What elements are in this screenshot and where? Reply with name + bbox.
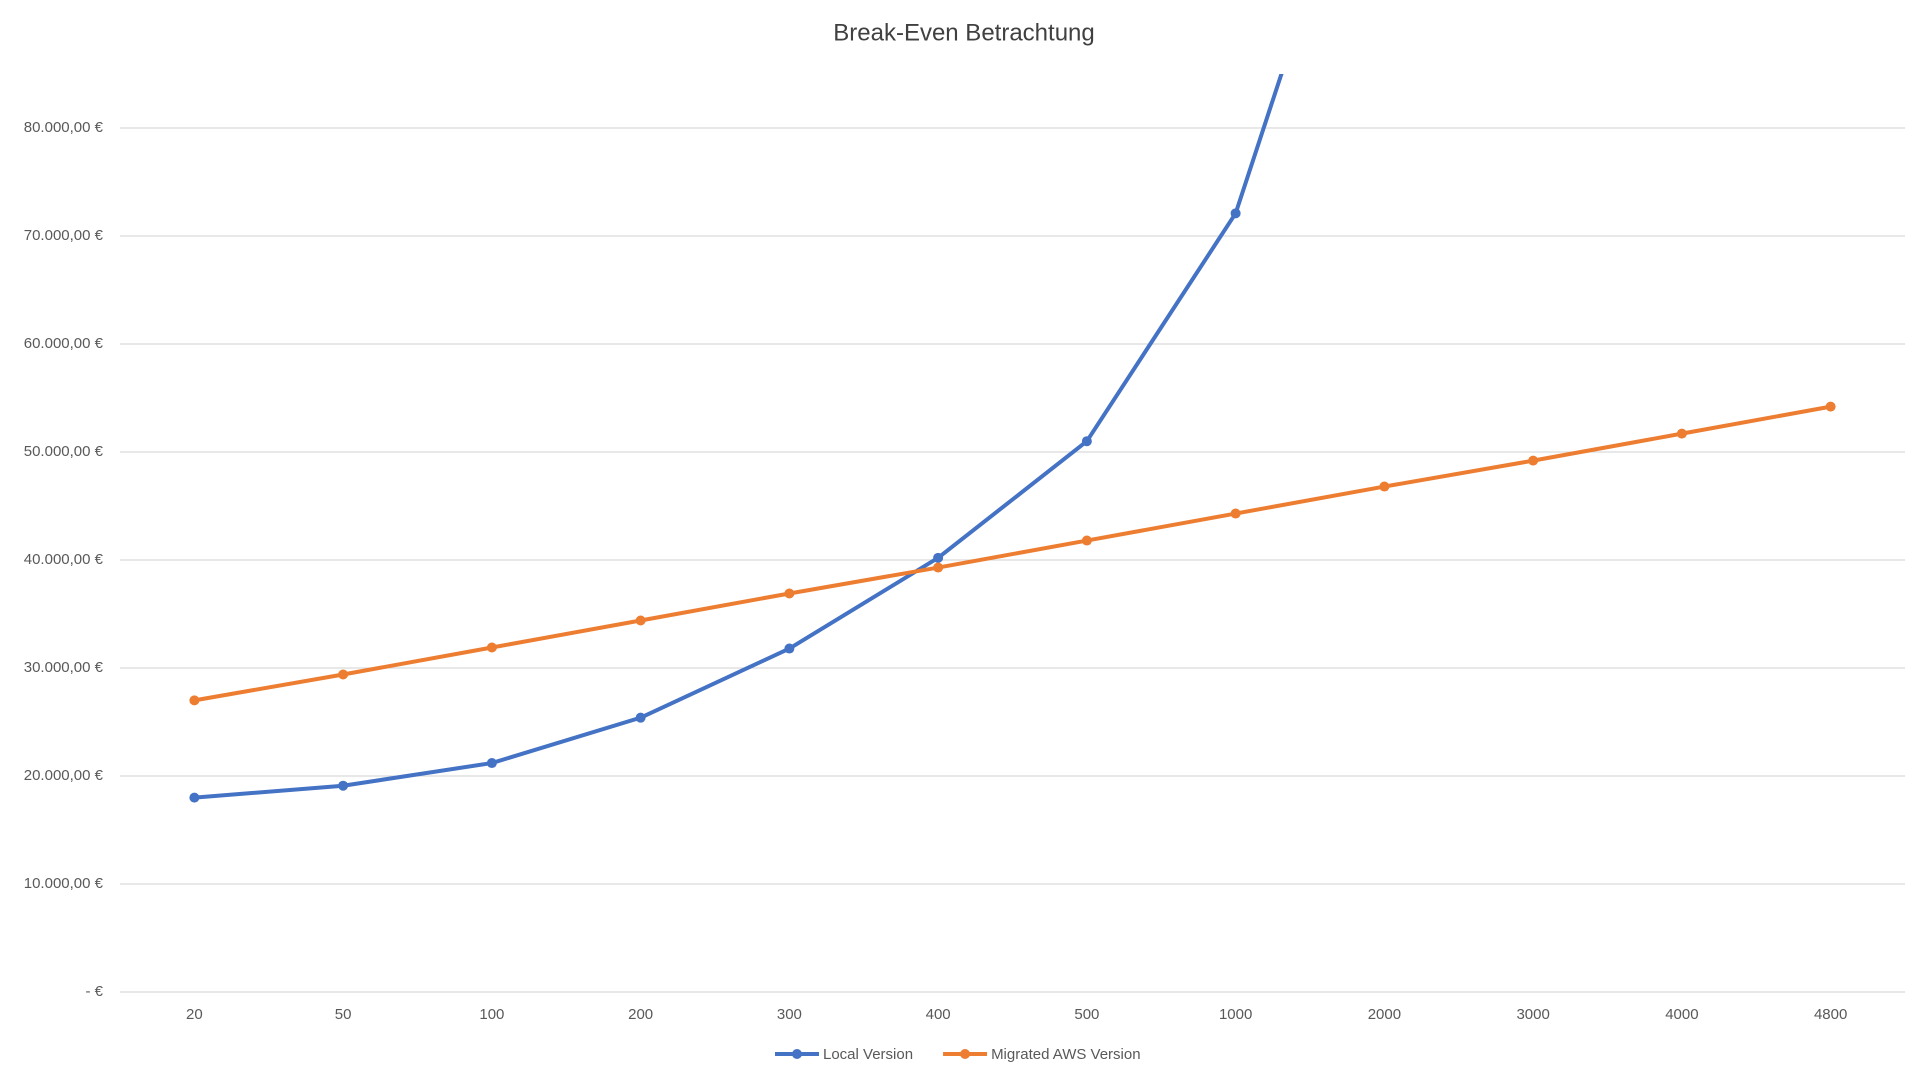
data-point [933,552,944,563]
x-tick-label: 2000 [1368,1006,1401,1023]
data-point [635,615,646,626]
series-line [194,404,1831,703]
legend-marker [792,1049,802,1059]
x-tick-label: 100 [479,1006,504,1023]
data-point [486,758,497,769]
x-tick-label: 400 [926,1006,951,1023]
data-point [486,642,497,653]
y-tick-label: 50.000,00 € [24,443,104,460]
data-point [635,712,646,723]
data-point [1081,436,1092,447]
x-tick-label: 1000 [1219,1006,1252,1023]
series-line [194,74,1284,800]
data-point [1676,428,1687,439]
legend-label: Migrated AWS Version [991,1046,1141,1063]
y-tick-label: 70.000,00 € [24,227,104,244]
chart-title: Break-Even Betrachtung [833,19,1094,46]
data-point [338,780,349,791]
data-point [1230,508,1241,519]
data-point [189,792,200,803]
y-tick-label: 80.000,00 € [24,119,104,136]
y-tick-label: 40.000,00 € [24,551,104,568]
legend-marker [960,1049,971,1059]
y-tick-label: 60.000,00 € [24,335,104,352]
data-point [1528,455,1539,466]
x-tick-label: 4000 [1665,1006,1698,1023]
data-point [1379,481,1390,492]
y-tick-label: 30.000,00 € [24,659,104,676]
x-tick-label: 20 [186,1006,203,1023]
y-tick-label: - € [85,983,103,1000]
data-point [189,695,200,706]
data-point [784,643,795,654]
legend-label: Local Version [823,1046,913,1063]
x-tick-label: 50 [335,1006,352,1023]
data-point [1230,208,1241,219]
x-tick-label: 3000 [1516,1006,1549,1023]
y-tick-label: 10.000,00 € [24,875,104,892]
x-tick-label: 300 [777,1006,802,1023]
data-point [338,669,349,680]
data-point [784,588,795,599]
data-point [1081,535,1092,546]
y-tick-label: 20.000,00 € [24,767,104,784]
data-point [1825,401,1836,412]
x-tick-label: 200 [628,1006,653,1023]
plot [189,74,1836,803]
data-point [933,562,944,573]
x-tick-label: 500 [1074,1006,1099,1023]
x-tick-label: 4800 [1814,1006,1847,1023]
